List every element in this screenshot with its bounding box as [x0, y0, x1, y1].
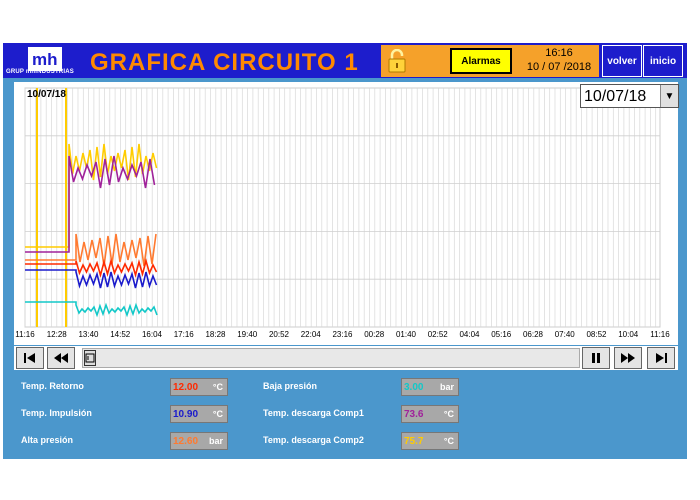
time-tick-label: 23:16 — [332, 330, 353, 339]
time-tick-label: 22:04 — [300, 330, 321, 339]
label-baja-presion: Baja presión — [263, 381, 318, 391]
series-retorno-trace — [25, 258, 158, 278]
back-button[interactable]: volver — [602, 45, 642, 77]
timeline-thumb[interactable] — [84, 350, 96, 366]
time-tick-label: 11:16 — [650, 330, 670, 339]
chevron-down-icon[interactable]: ▼ — [660, 85, 678, 107]
value-temp-retorno: 12.00 °C — [170, 378, 228, 396]
time-axis: 11:16 12:28 13:40 14:52 16:04 17:16 18:28 19:40… — [14, 330, 678, 344]
fast-forward-icon — [621, 353, 635, 363]
series-baja-trace — [25, 301, 158, 318]
value-temp-impulsion: 10.90 °C — [170, 405, 228, 423]
time-tick-label: 13:40 — [78, 330, 99, 339]
value-temp-impulsion-unit: °C — [212, 409, 223, 419]
date-select[interactable]: 10/07/18 ▼ — [580, 84, 679, 108]
clock-time: 16:16 — [545, 47, 573, 59]
time-tick-label: 18:28 — [205, 330, 226, 339]
time-tick-label: 20:52 — [268, 330, 290, 339]
clock: 16:16 10 / 07 /2018 — [520, 46, 598, 74]
skip-to-end-icon — [656, 353, 667, 363]
label-temp-comp1: Temp. descarga Comp1 — [263, 408, 364, 418]
skip-to-start-icon — [24, 353, 35, 363]
value-baja-presion-unit: bar — [439, 382, 454, 392]
value-temp-retorno-unit: °C — [212, 382, 223, 392]
value-temp-impulsion-number: 10.90 — [173, 409, 199, 420]
time-tick-label: 11:16 — [15, 330, 35, 339]
trend-chart — [14, 82, 678, 345]
time-tick-label: 05:16 — [491, 330, 512, 339]
clock-date: 10 / 07 /2018 — [526, 61, 592, 73]
time-tick-label: 02:52 — [427, 330, 448, 339]
value-temp-comp1: 73.6 °C — [401, 405, 459, 423]
time-tick-label: 16:04 — [141, 330, 163, 339]
value-baja-presion-number: 3.00 — [404, 382, 424, 393]
series-comp2-trace — [25, 143, 158, 248]
skip-to-start-button[interactable] — [16, 347, 44, 369]
value-alta-presion-number: 12.60 — [173, 436, 199, 447]
value-temp-comp1-unit: °C — [443, 409, 454, 419]
value-temp-comp1-number: 73.6 — [404, 409, 424, 420]
lock-icon[interactable] — [387, 48, 407, 73]
value-temp-comp2-number: 75.7 — [404, 436, 424, 447]
date-select-value: 10/07/18 — [584, 88, 647, 105]
svg-text:mh: mh — [32, 50, 58, 69]
label-temp-impulsion: Temp. Impulsión — [21, 408, 92, 418]
series-impulsion-trace — [25, 269, 158, 289]
plot-grid — [24, 88, 660, 327]
value-alta-presion: 12.60 bar — [170, 432, 228, 450]
time-tick-label: 19:40 — [237, 330, 258, 339]
value-baja-presion: 3.00 bar — [401, 378, 459, 396]
title-bar: GRAFICA CIRCUITO 1 — [82, 45, 378, 77]
home-button[interactable]: inicio — [643, 45, 683, 77]
series-comp1-trace — [25, 155, 156, 253]
time-tick-label: 12:28 — [46, 330, 67, 339]
label-temp-comp2: Temp. descarga Comp2 — [263, 435, 364, 445]
time-tick-label: 06:28 — [522, 330, 544, 339]
trend-plot — [24, 87, 661, 328]
time-tick-label: 00:28 — [364, 330, 385, 339]
time-tick-label: 08:52 — [586, 330, 607, 339]
time-tick-label: 10:04 — [618, 330, 639, 339]
label-alta-presion: Alta presión — [21, 435, 74, 445]
pause-icon — [592, 353, 600, 363]
skip-to-end-button[interactable] — [647, 347, 675, 369]
time-tick-label: 01:40 — [395, 330, 417, 339]
time-tick-label: 17:16 — [173, 330, 194, 339]
label-temp-retorno: Temp. Retorno — [21, 381, 84, 391]
logo-text: GRUP mhINDUSTRIAS — [6, 69, 74, 75]
rewind-button[interactable] — [47, 347, 75, 369]
value-temp-comp2-unit: °C — [443, 436, 454, 446]
value-temp-comp2: 75.7 °C — [401, 432, 459, 450]
company-logo: mh GRUP mhINDUSTRIAS — [6, 45, 81, 77]
time-tick-label: 04:04 — [459, 330, 480, 339]
value-alta-presion-unit: bar — [208, 436, 223, 446]
alarms-button[interactable]: Alarmas — [450, 48, 512, 74]
fast-forward-button[interactable] — [614, 347, 642, 369]
time-tick-label: 14:52 — [110, 330, 131, 339]
value-temp-retorno-number: 12.00 — [173, 382, 199, 393]
chart-date-label: 10/07/18 — [27, 89, 66, 100]
logo-mark: mh — [28, 47, 62, 71]
page-title: GRAFICA CIRCUITO 1 — [90, 49, 359, 76]
timeline-track[interactable] — [82, 348, 580, 368]
rewind-icon — [54, 353, 68, 363]
time-tick-label: 07:40 — [554, 330, 575, 339]
pause-button[interactable] — [582, 347, 610, 369]
